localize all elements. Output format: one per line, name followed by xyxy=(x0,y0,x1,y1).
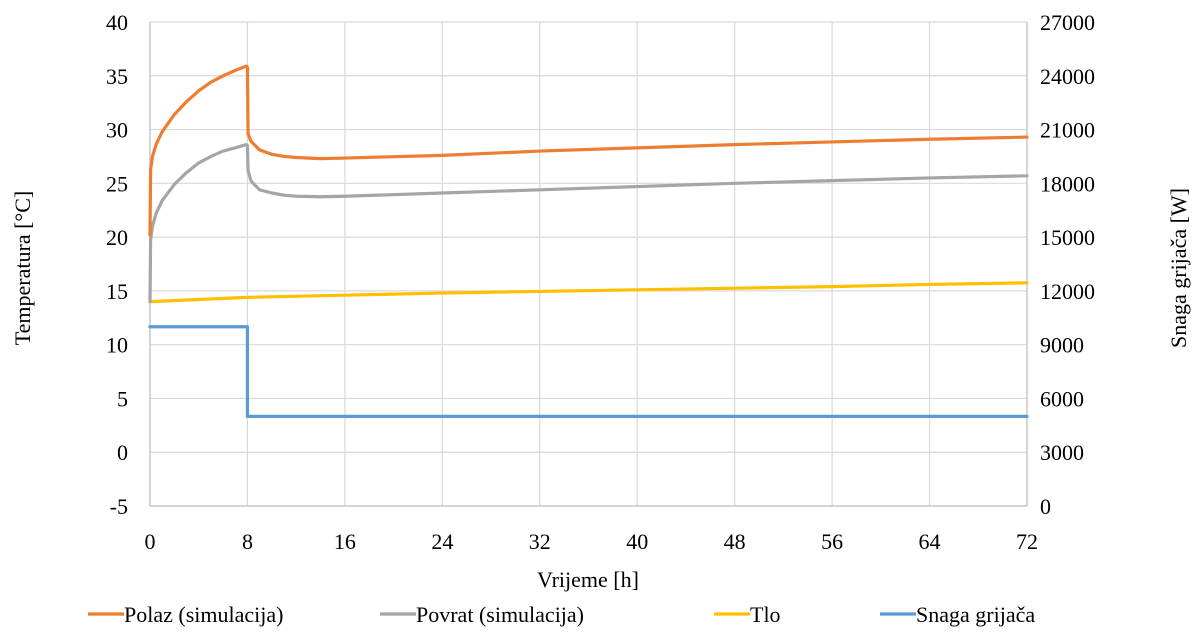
legend-label: Polaz (simulacija) xyxy=(124,602,283,627)
series-line-tlo xyxy=(148,281,1029,304)
y2-tick-label: 24000 xyxy=(1040,64,1095,89)
y2-tick-label: 12000 xyxy=(1040,279,1095,304)
x-tick-label: 56 xyxy=(821,529,843,554)
y-axis-right: 0 3000 6000 9000 12000 15000 18000 21000 24000 27… xyxy=(1040,10,1095,519)
x-tick-label: 40 xyxy=(626,529,648,554)
x-tick-label: 16 xyxy=(334,529,356,554)
y-axis-right-title: Snaga grijača [W] xyxy=(1166,188,1191,348)
y-tick-label: 30 xyxy=(106,118,128,143)
x-tick-label: 48 xyxy=(724,529,746,554)
y-tick-label: 40 xyxy=(106,10,128,35)
y2-tick-label: 3000 xyxy=(1040,440,1084,465)
y2-tick-label: 27000 xyxy=(1040,10,1095,35)
legend-label: Povrat (simulacija) xyxy=(416,602,584,627)
y-tick-label: 0 xyxy=(117,440,128,465)
x-tick-label: 0 xyxy=(145,529,156,554)
y2-tick-label: 21000 xyxy=(1040,118,1095,143)
x-axis-title: Vrijeme [h] xyxy=(537,567,639,592)
series-line-povrat-simulacija xyxy=(148,143,1029,304)
series-lines xyxy=(148,64,1029,418)
y-axis-left: -5 0 5 10 15 20 25 30 35 40 xyxy=(106,10,128,519)
series-line-polaz-simulacija xyxy=(148,64,1029,237)
y2-tick-label: 0 xyxy=(1040,494,1051,519)
y-tick-label: 5 xyxy=(117,386,128,411)
y-tick-label: 25 xyxy=(106,171,128,196)
y-axis-left-title: Temperatura [°C] xyxy=(10,191,35,345)
y2-tick-label: 15000 xyxy=(1040,225,1095,250)
x-tick-label: 72 xyxy=(1016,529,1038,554)
x-tick-label: 64 xyxy=(919,529,941,554)
x-tick-label: 24 xyxy=(431,529,453,554)
y-tick-label: 35 xyxy=(106,64,128,89)
grid-lines xyxy=(149,21,1028,507)
y2-tick-label: 6000 xyxy=(1040,386,1084,411)
y-tick-label: 20 xyxy=(106,225,128,250)
x-axis: 0 8 16 24 32 40 48 56 64 72 xyxy=(145,529,1039,554)
legend: Polaz (simulacija) Povrat (simulacija) Tlo… xyxy=(88,602,1035,627)
legend-label: Tlo xyxy=(750,602,781,627)
x-tick-label: 32 xyxy=(529,529,551,554)
y2-tick-label: 18000 xyxy=(1040,171,1095,196)
series-line-snaga-grija-a xyxy=(148,325,1029,418)
y-tick-label: 10 xyxy=(106,333,128,358)
x-tick-label: 8 xyxy=(242,529,253,554)
y-tick-label: 15 xyxy=(106,279,128,304)
plot-area xyxy=(149,22,1028,507)
legend-label: Snaga grijača xyxy=(916,602,1035,627)
y2-tick-label: 9000 xyxy=(1040,333,1084,358)
y-tick-label: -5 xyxy=(110,494,128,519)
